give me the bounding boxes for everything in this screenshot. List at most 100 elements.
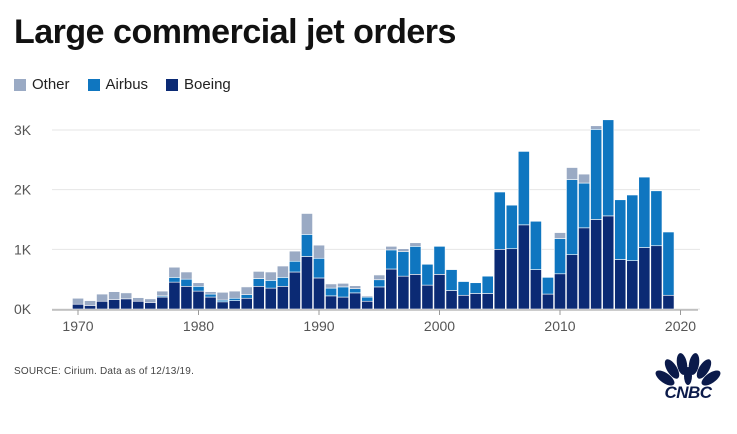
bar-other-2011 <box>566 167 578 180</box>
bar-airbus-2001 <box>445 269 458 291</box>
bar-other-1973 <box>108 291 121 300</box>
bar-boeing-1976 <box>144 302 157 310</box>
bar-airbus-1986 <box>264 280 277 289</box>
bar-other-1977 <box>156 290 169 297</box>
bar-other-1986 <box>264 271 277 281</box>
bar-other-1991 <box>325 283 337 289</box>
bar-other-1990 <box>313 244 325 259</box>
bar-airbus-2016 <box>626 194 639 261</box>
bar-airbus-2015 <box>614 199 627 260</box>
bar-other-2010 <box>554 232 566 239</box>
x-tick-label: 2020 <box>665 318 696 334</box>
legend-label-boeing: Boeing <box>184 76 231 93</box>
bar-airbus-1987 <box>276 277 289 287</box>
bar-airbus-2019 <box>662 231 675 296</box>
bar-other-1981 <box>204 291 217 295</box>
bar-boeing-2002 <box>457 294 470 310</box>
bar-boeing-1990 <box>313 277 325 310</box>
bar-airbus-2011 <box>566 179 578 255</box>
bar-other-1975 <box>132 297 145 302</box>
bar-boeing-2006 <box>505 248 518 310</box>
bar-boeing-1981 <box>204 296 217 310</box>
bar-boeing-1977 <box>156 296 169 310</box>
bar-boeing-1972 <box>96 300 108 310</box>
legend-label-airbus: Airbus <box>105 76 149 93</box>
legend-swatch-airbus <box>87 78 100 91</box>
bar-other-1997 <box>397 248 410 252</box>
x-tick-label: 2010 <box>544 318 575 334</box>
bar-airbus-2009 <box>542 277 554 295</box>
bar-airbus-2010 <box>554 238 566 275</box>
bar-boeing-1980 <box>192 290 205 310</box>
bar-boeing-1988 <box>288 271 301 310</box>
bar-other-1976 <box>144 298 157 303</box>
bar-other-1985 <box>252 271 265 279</box>
bar-airbus-1978 <box>168 277 181 283</box>
bar-airbus-1992 <box>337 286 349 298</box>
bar-airbus-1995 <box>373 279 386 288</box>
x-tick-label: 1990 <box>303 318 334 334</box>
bar-airbus-2006 <box>505 204 518 250</box>
bar-boeing-2001 <box>445 290 458 310</box>
bar-boeing-2008 <box>529 269 542 310</box>
bar-boeing-1991 <box>325 295 337 310</box>
bar-airbus-1994 <box>361 296 374 302</box>
bar-boeing-1992 <box>337 296 349 310</box>
bar-airbus-1990 <box>313 257 325 279</box>
bar-airbus-2002 <box>457 281 470 296</box>
chart-title: Large commercial jet orders <box>14 13 456 51</box>
bar-boeing-2000 <box>433 274 446 310</box>
bar-boeing-2010 <box>554 273 566 310</box>
y-tick-label: 2K <box>14 182 32 198</box>
bar-boeing-2005 <box>493 249 506 310</box>
bar-airbus-2012 <box>578 182 590 229</box>
bar-airbus-2003 <box>469 282 482 294</box>
bar-boeing-2018 <box>650 245 663 310</box>
bar-airbus-2004 <box>481 275 494 294</box>
x-tick-label: 1980 <box>183 318 214 334</box>
bar-airbus-2014 <box>602 119 615 217</box>
legend-swatch-other <box>14 78 26 91</box>
bar-boeing-1997 <box>397 275 410 310</box>
bar-other-1996 <box>385 246 398 251</box>
bar-other-1974 <box>120 292 133 300</box>
y-tick-label: 1K <box>14 241 32 257</box>
bar-airbus-1980 <box>192 286 205 292</box>
bar-airbus-2007 <box>517 151 530 226</box>
bar-airbus-2008 <box>529 220 542 270</box>
bar-airbus-1991 <box>325 287 337 297</box>
bar-airbus-1979 <box>180 278 193 287</box>
bar-airbus-2017 <box>638 176 651 248</box>
bar-boeing-1998 <box>409 274 422 310</box>
bar-boeing-2014 <box>602 215 615 310</box>
bar-other-1989 <box>301 213 313 235</box>
bar-airbus-1984 <box>240 294 253 299</box>
legend-item-airbus: Airbus <box>87 76 149 93</box>
bar-airbus-2005 <box>493 191 506 250</box>
bar-boeing-1973 <box>108 299 121 310</box>
bar-boeing-1984 <box>240 297 253 310</box>
bar-boeing-1982 <box>216 301 229 310</box>
bar-boeing-2013 <box>590 219 603 310</box>
bar-other-1979 <box>180 271 193 280</box>
source-note: SOURCE: Cirium. Data as of 12/13/19. <box>14 366 195 377</box>
bar-boeing-2012 <box>578 227 590 310</box>
bar-boeing-2019 <box>662 294 675 310</box>
legend: Other Airbus Boeing <box>14 76 231 93</box>
bar-other-1980 <box>192 282 205 287</box>
y-tick-label: 0K <box>14 301 32 317</box>
bar-boeing-1970 <box>72 303 84 310</box>
bar-boeing-1975 <box>132 300 145 310</box>
bar-airbus-1993 <box>349 288 362 294</box>
bar-other-1995 <box>373 274 386 281</box>
bar-boeing-2016 <box>626 260 639 310</box>
y-tick-label: 3K <box>14 122 32 138</box>
bar-other-1971 <box>84 300 96 306</box>
bar-boeing-1983 <box>228 300 241 310</box>
bar-airbus-1988 <box>288 260 301 273</box>
bar-boeing-1985 <box>252 286 265 310</box>
cnbc-logo-text: CNBC <box>664 383 712 402</box>
bar-boeing-1994 <box>361 300 374 310</box>
bar-boeing-2004 <box>481 293 494 310</box>
